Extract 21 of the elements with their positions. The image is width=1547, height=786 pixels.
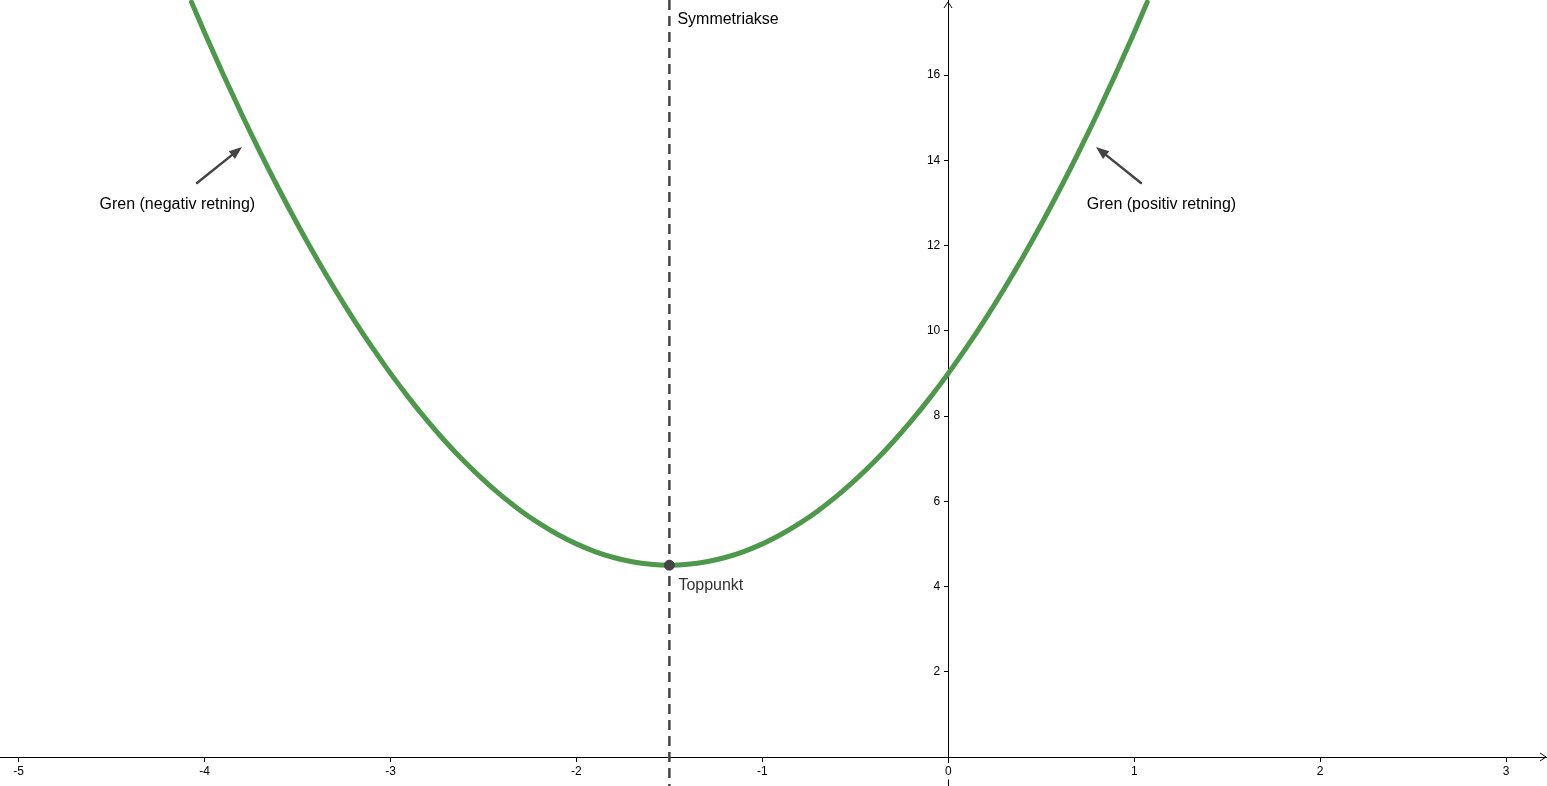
ref-line-label: Symmetriakse (677, 10, 779, 28)
x-tick-label: -4 (199, 763, 211, 778)
y-tick-label: 8 (933, 408, 941, 423)
y-tick-label: 12 (926, 237, 941, 252)
x-tick-label: -2 (571, 763, 583, 778)
x-tick-label: 3 (1502, 763, 1510, 778)
x-tick-label: 2 (1316, 763, 1324, 778)
annotation: Gren (negativ retning) (99, 195, 256, 212)
y-tick-label: 10 (926, 323, 941, 338)
y-tick-label: 6 (933, 493, 941, 508)
x-tick-label: -3 (385, 763, 397, 778)
x-tick-label: 0 (944, 763, 952, 778)
x-tick-label: -1 (757, 763, 768, 778)
y-tick-label: 2 (933, 664, 941, 679)
x-tick-label: -5 (13, 763, 25, 778)
series-label: Toppunkt (678, 575, 744, 593)
y-tick-label: 14 (926, 152, 941, 167)
y-tick-label: 16 (926, 67, 941, 82)
x-tick-label: 1 (1130, 763, 1138, 778)
annotation: Gren (positiv retning) (1086, 195, 1237, 212)
y-tick-label: 4 (933, 578, 941, 593)
